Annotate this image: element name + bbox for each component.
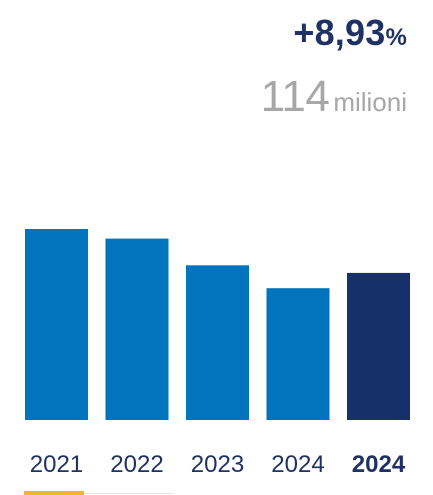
subline-unit: milioni bbox=[333, 87, 407, 117]
headline-percent-sign: % bbox=[385, 24, 407, 51]
headline-number: +8,93 bbox=[293, 12, 386, 53]
headline-value: +8,93% bbox=[293, 12, 407, 54]
bar-3 bbox=[186, 265, 249, 420]
subline-value: 114 milioni bbox=[261, 72, 407, 122]
bar-5 bbox=[347, 272, 410, 420]
accent-underline bbox=[24, 491, 84, 495]
bar-1 bbox=[25, 229, 88, 420]
subline-number: 114 bbox=[260, 72, 330, 121]
underline-track bbox=[84, 493, 174, 494]
bar-4 bbox=[266, 288, 330, 420]
x-tick-label-3: 2023 bbox=[191, 451, 244, 478]
x-tick-label-1: 2021 bbox=[30, 451, 83, 478]
x-tick-label-5: 2024 bbox=[352, 451, 406, 478]
x-tick-label-2: 2022 bbox=[110, 451, 163, 478]
x-tick-label-4: 2024 bbox=[271, 451, 324, 478]
bar-2 bbox=[105, 238, 169, 420]
